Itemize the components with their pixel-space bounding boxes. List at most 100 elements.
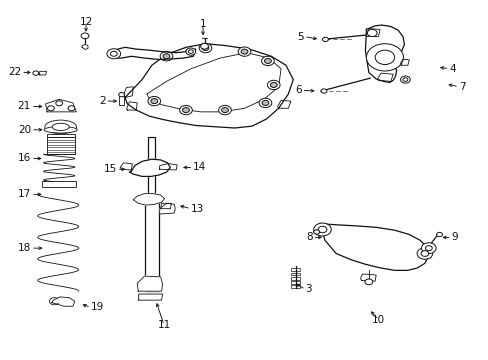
Circle shape xyxy=(182,108,189,113)
Circle shape xyxy=(56,101,62,106)
Polygon shape xyxy=(160,203,171,209)
Bar xyxy=(148,137,155,198)
Polygon shape xyxy=(112,47,195,59)
Circle shape xyxy=(148,96,160,106)
Bar xyxy=(47,134,75,137)
Circle shape xyxy=(188,50,193,53)
Polygon shape xyxy=(123,87,133,98)
Text: 21: 21 xyxy=(18,102,31,112)
Circle shape xyxy=(163,54,169,59)
Polygon shape xyxy=(360,274,375,281)
Text: 4: 4 xyxy=(448,64,455,74)
Circle shape xyxy=(185,48,195,55)
Polygon shape xyxy=(137,276,162,291)
Polygon shape xyxy=(159,163,177,170)
Circle shape xyxy=(313,230,319,234)
Circle shape xyxy=(241,49,247,54)
Bar xyxy=(119,95,124,105)
Bar xyxy=(144,198,159,291)
Circle shape xyxy=(322,37,328,41)
Polygon shape xyxy=(159,203,175,214)
Circle shape xyxy=(179,105,192,115)
Circle shape xyxy=(374,50,394,64)
Text: 10: 10 xyxy=(371,315,385,325)
Polygon shape xyxy=(133,194,164,205)
Text: 9: 9 xyxy=(451,232,457,242)
Text: 16: 16 xyxy=(18,153,31,163)
Polygon shape xyxy=(125,44,293,128)
Polygon shape xyxy=(320,224,428,270)
Circle shape xyxy=(160,51,172,61)
Text: 12: 12 xyxy=(79,17,92,27)
Bar xyxy=(42,181,76,187)
Polygon shape xyxy=(129,159,170,176)
Polygon shape xyxy=(45,99,76,112)
Bar xyxy=(291,277,300,280)
Ellipse shape xyxy=(44,127,77,133)
Circle shape xyxy=(262,100,268,105)
Bar xyxy=(47,137,75,154)
Circle shape xyxy=(421,243,435,253)
Bar xyxy=(291,273,300,275)
Ellipse shape xyxy=(45,120,76,134)
Text: 2: 2 xyxy=(99,96,105,106)
Circle shape xyxy=(107,49,121,59)
Circle shape xyxy=(68,106,75,111)
Circle shape xyxy=(402,78,407,81)
Text: 13: 13 xyxy=(190,204,203,214)
Circle shape xyxy=(261,56,274,66)
Text: 11: 11 xyxy=(157,320,170,330)
Text: 7: 7 xyxy=(458,82,465,92)
Polygon shape xyxy=(365,25,404,82)
Text: 17: 17 xyxy=(18,189,31,199)
Circle shape xyxy=(199,43,211,53)
Text: 1: 1 xyxy=(199,19,206,29)
Circle shape xyxy=(420,251,428,256)
Circle shape xyxy=(110,51,117,56)
Circle shape xyxy=(259,98,271,108)
Circle shape xyxy=(364,279,372,285)
Polygon shape xyxy=(52,297,75,306)
Circle shape xyxy=(47,106,54,111)
Polygon shape xyxy=(366,29,379,37)
Text: 14: 14 xyxy=(193,162,206,172)
Text: 15: 15 xyxy=(103,164,117,174)
Text: 18: 18 xyxy=(18,243,31,253)
Circle shape xyxy=(200,43,208,49)
Circle shape xyxy=(238,47,250,56)
Bar xyxy=(291,268,300,271)
Text: 19: 19 xyxy=(91,302,104,312)
Circle shape xyxy=(400,76,409,83)
Polygon shape xyxy=(277,100,290,108)
Circle shape xyxy=(267,80,280,90)
Text: 6: 6 xyxy=(294,85,301,95)
Circle shape xyxy=(416,248,432,259)
Bar xyxy=(291,285,300,288)
Polygon shape xyxy=(82,44,88,49)
Circle shape xyxy=(425,246,431,251)
Text: 3: 3 xyxy=(305,284,311,294)
Polygon shape xyxy=(377,73,392,81)
Circle shape xyxy=(221,108,228,113)
Circle shape xyxy=(321,89,326,93)
Circle shape xyxy=(366,44,403,71)
Bar xyxy=(291,281,300,284)
Circle shape xyxy=(264,58,271,63)
Polygon shape xyxy=(40,71,46,75)
Circle shape xyxy=(270,82,277,87)
Text: 22: 22 xyxy=(8,67,21,77)
Polygon shape xyxy=(400,59,408,65)
Circle shape xyxy=(33,71,39,75)
Circle shape xyxy=(202,45,208,50)
Polygon shape xyxy=(126,102,137,110)
Circle shape xyxy=(318,226,326,233)
Circle shape xyxy=(366,30,376,37)
Circle shape xyxy=(81,33,89,39)
Polygon shape xyxy=(139,294,162,300)
Circle shape xyxy=(151,99,158,104)
Text: 20: 20 xyxy=(18,125,31,135)
Text: 8: 8 xyxy=(305,232,312,242)
Ellipse shape xyxy=(52,123,69,131)
Text: 5: 5 xyxy=(297,32,304,41)
Circle shape xyxy=(218,105,231,115)
